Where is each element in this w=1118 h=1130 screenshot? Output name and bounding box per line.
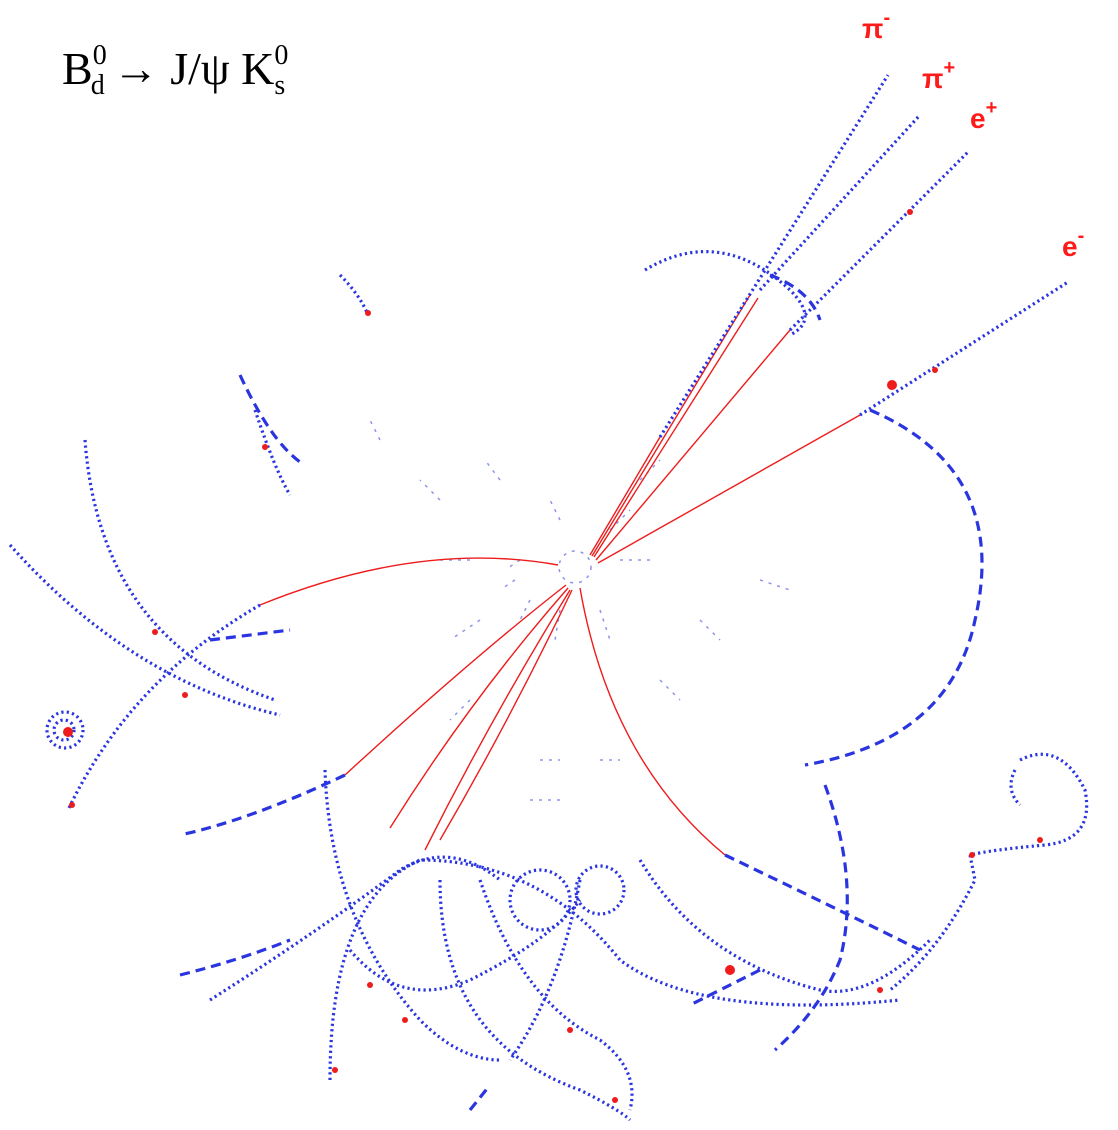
curler	[576, 866, 624, 914]
track-pi-minus-2	[592, 295, 750, 556]
red-tracks	[260, 295, 860, 855]
hit	[262, 444, 268, 450]
title-products-sup: 0	[274, 40, 288, 71]
title-products-sub: s	[274, 70, 285, 101]
track	[240, 375, 300, 462]
track	[210, 630, 290, 640]
track	[255, 410, 290, 495]
hit	[907, 209, 913, 215]
track-down-3	[440, 590, 572, 840]
track	[340, 275, 368, 315]
hit	[932, 367, 938, 373]
track	[725, 855, 920, 950]
track	[180, 775, 345, 835]
label-base: π	[922, 63, 943, 94]
label-pi-plus: π+	[922, 57, 955, 94]
label-base: e	[970, 103, 986, 134]
track	[645, 252, 805, 335]
title-products: → J/ψ K	[113, 43, 275, 94]
hit	[69, 802, 75, 808]
track	[890, 754, 1087, 990]
particle-labels: π- π+ e+ e-	[862, 7, 1084, 262]
hit	[887, 380, 897, 390]
track	[775, 785, 847, 1050]
track-down-2	[425, 590, 570, 850]
track	[325, 770, 500, 1060]
track	[330, 860, 900, 1080]
track	[1011, 770, 1020, 805]
hit	[1037, 837, 1043, 843]
track	[350, 900, 580, 990]
event-display: B0d→ J/ψ K0s π- π+ e+ e-	[0, 0, 1118, 1130]
hit	[63, 727, 73, 737]
track	[640, 860, 930, 991]
hit	[402, 1017, 408, 1023]
blue-tracks	[10, 75, 1087, 1120]
label-sup: -	[1078, 225, 1085, 247]
track	[480, 880, 632, 1110]
track-down-1	[390, 588, 568, 828]
track	[440, 880, 630, 1120]
track	[690, 970, 760, 1005]
label-base: π	[862, 13, 883, 44]
faint-hits	[370, 420, 790, 800]
vertex-region	[559, 551, 591, 583]
hit	[877, 987, 883, 993]
title-sub: d	[91, 70, 105, 101]
track-e-plus	[596, 330, 790, 560]
hit	[567, 1027, 573, 1033]
label-e-minus: e-	[1062, 225, 1084, 262]
label-sup: -	[883, 7, 890, 29]
hit	[612, 1097, 618, 1103]
track	[805, 410, 982, 765]
track	[10, 545, 280, 715]
hit	[332, 1067, 338, 1073]
hit	[365, 310, 371, 316]
track-down-right	[580, 588, 725, 855]
inner-detector-hits	[370, 420, 790, 800]
title-sup: 0	[93, 40, 107, 71]
label-sup: +	[986, 97, 998, 119]
label-e-plus: e+	[970, 97, 997, 134]
label-base: e	[1062, 231, 1078, 262]
hit	[152, 629, 158, 635]
page: {"title": {"base": "B", "sub": "d", "sup…	[0, 0, 1118, 1130]
track	[210, 857, 500, 1000]
hit	[367, 982, 373, 988]
label-sup: +	[943, 57, 955, 79]
track	[660, 75, 888, 437]
track	[760, 115, 920, 290]
track	[860, 282, 1068, 415]
title-base: B	[62, 43, 93, 94]
label-pi-minus: π-	[862, 7, 890, 44]
track	[470, 1085, 490, 1110]
hit	[969, 852, 975, 858]
hit	[182, 692, 188, 698]
track	[790, 152, 968, 330]
track-lower-left	[345, 585, 566, 775]
hit	[725, 965, 735, 975]
